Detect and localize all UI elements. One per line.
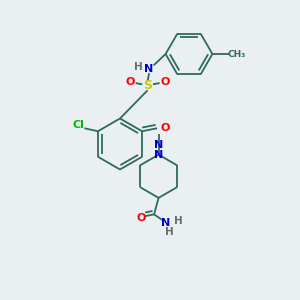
Text: O: O	[137, 213, 146, 223]
Text: O: O	[125, 77, 135, 87]
Text: Cl: Cl	[73, 120, 84, 130]
Text: O: O	[161, 123, 170, 133]
Text: S: S	[143, 79, 152, 92]
Text: N: N	[154, 150, 163, 160]
Text: N: N	[161, 218, 170, 228]
Text: N: N	[145, 64, 154, 74]
Text: H: H	[134, 61, 143, 72]
Text: H: H	[174, 216, 182, 226]
Text: CH₃: CH₃	[228, 50, 246, 58]
Text: O: O	[160, 77, 170, 87]
Text: N: N	[154, 140, 163, 150]
Text: H: H	[165, 227, 173, 237]
